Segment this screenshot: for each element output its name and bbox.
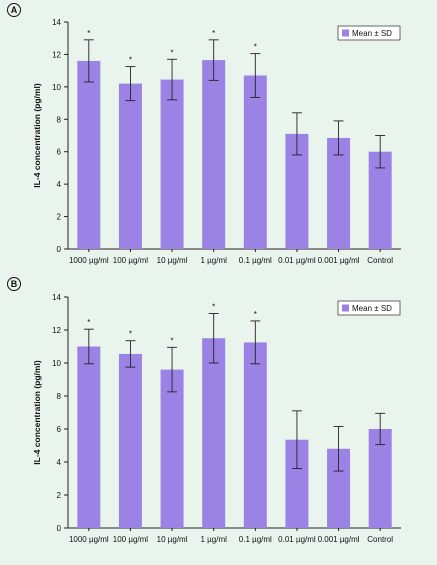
bar <box>160 369 184 528</box>
x-tick-label: 0.1 µg/ml <box>239 535 272 544</box>
y-tick-label: 10 <box>52 359 61 368</box>
y-tick-label: 10 <box>52 83 61 92</box>
bar <box>77 346 101 528</box>
x-tick-label: 10 µg/ml <box>157 535 188 544</box>
x-tick-label: 1 µg/ml <box>200 256 227 265</box>
x-tick-label: 0.01 µg/ml <box>278 256 316 265</box>
x-tick-label: 100 µg/ml <box>113 256 149 265</box>
y-axis-label: IL-4 concentration (pg/ml) <box>32 83 42 188</box>
bar <box>368 151 392 249</box>
x-tick-label: 1000 µg/ml <box>69 256 109 265</box>
bar <box>327 448 351 528</box>
y-tick-label: 12 <box>52 326 61 335</box>
panel-letter-circle <box>7 3 21 17</box>
y-axis-label: IL-4 concentration (pg/ml) <box>32 360 42 465</box>
x-tick-label: Control <box>367 535 393 544</box>
significance-star: * <box>129 56 132 65</box>
bar <box>202 60 226 249</box>
y-tick-label: 8 <box>57 115 62 124</box>
significance-star: * <box>171 48 174 57</box>
bar <box>118 353 142 528</box>
significance-star: * <box>254 310 257 319</box>
bar <box>327 137 351 249</box>
y-tick-label: 4 <box>57 180 62 189</box>
chart-panel-b: B 0 2 4 6 8 10 12 14 IL-4 concentration (pg/ml) * 1… <box>7 277 401 544</box>
x-tick-label: 0.01 µg/ml <box>278 535 316 544</box>
x-tick-label: 0.001 µg/ml <box>318 256 360 265</box>
y-tick-label: 8 <box>57 392 62 401</box>
x-tick-label: 100 µg/ml <box>113 535 149 544</box>
y-tick-label: 14 <box>52 18 61 27</box>
x-tick-label: 0.1 µg/ml <box>239 256 272 265</box>
y-tick-label: 14 <box>52 293 61 302</box>
bar <box>243 75 267 249</box>
bar <box>202 338 226 528</box>
significance-star: * <box>254 43 257 52</box>
chart-panel-a: A 0 2 4 6 8 10 12 14 IL-4 concentration (pg/ml) * 1… <box>7 3 401 265</box>
significance-star: * <box>129 330 132 339</box>
y-tick-label: 2 <box>57 491 62 500</box>
panel-letter: B <box>11 279 18 289</box>
bar <box>77 60 101 249</box>
legend-swatch <box>342 304 349 312</box>
significance-star: * <box>212 303 215 312</box>
y-tick-label: 0 <box>57 524 62 533</box>
bar <box>160 79 184 249</box>
x-tick-label: Control <box>367 256 393 265</box>
y-tick-label: 12 <box>52 50 61 59</box>
legend-box <box>337 25 401 41</box>
y-tick-label: 2 <box>57 213 62 222</box>
legend-label: Mean ± SD <box>352 304 392 313</box>
panel-letter-circle <box>7 277 21 291</box>
y-tick-label: 0 <box>57 245 62 254</box>
significance-star: * <box>87 318 90 327</box>
legend-label: Mean ± SD <box>352 29 392 38</box>
y-tick-label: 6 <box>57 148 62 157</box>
significance-star: * <box>87 29 90 38</box>
significance-star: * <box>171 336 174 345</box>
x-tick-label: 1000 µg/ml <box>69 535 109 544</box>
bar <box>243 342 267 528</box>
legend-box <box>337 300 401 316</box>
y-tick-label: 6 <box>57 425 62 434</box>
bar <box>285 439 309 528</box>
x-tick-label: 10 µg/ml <box>157 256 188 265</box>
bar <box>285 133 309 249</box>
bar <box>118 83 142 249</box>
y-tick-label: 4 <box>57 458 62 467</box>
bar <box>368 429 392 528</box>
legend-swatch <box>342 29 349 37</box>
x-tick-label: 1 µg/ml <box>200 535 227 544</box>
x-tick-label: 0.001 µg/ml <box>318 535 360 544</box>
panel-letter: A <box>11 5 18 15</box>
significance-star: * <box>212 29 215 38</box>
